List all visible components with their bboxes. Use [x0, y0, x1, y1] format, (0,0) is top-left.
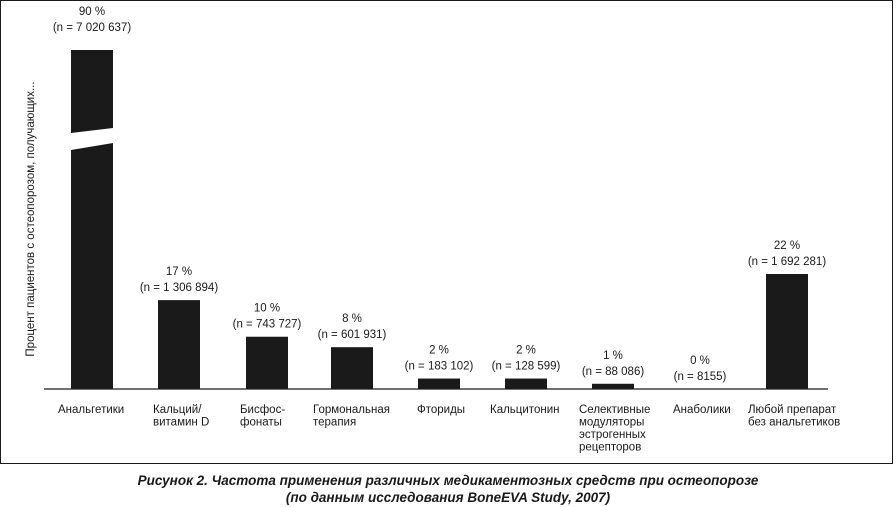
data-label-percent: 90 % — [79, 6, 105, 18]
data-label-percent: 22 % — [774, 240, 800, 252]
category-label: Фториды — [417, 404, 465, 416]
data-label-count: (n = 183 102) — [405, 361, 474, 373]
data-label-percent: 2 % — [429, 345, 449, 357]
category-label-line: терапия — [313, 417, 356, 429]
bar — [592, 383, 634, 389]
bar — [505, 378, 547, 389]
category-label-line: Кальцитонин — [490, 404, 559, 416]
data-label-percent: 2 % — [516, 345, 536, 357]
category-label-line: Фториды — [417, 404, 465, 416]
category-label-line: эстрогенных — [579, 429, 646, 441]
category-label: Анаболики — [673, 404, 731, 416]
data-label-count: (n = 8155) — [674, 371, 727, 383]
category-label-line: Анаболики — [673, 404, 731, 416]
category-label: Любой препарат без анальгетиков — [748, 404, 840, 429]
category-label: Селективные модуляторы эстрогенных рецептор… — [579, 404, 650, 454]
category-label-line: модуляторы — [579, 417, 644, 429]
category-label-line: Бисфос- — [240, 404, 285, 416]
bar — [71, 50, 113, 133]
data-label-percent: 17 % — [166, 266, 192, 278]
data-label-percent: 10 % — [254, 303, 280, 315]
data-label-count: (n = 743 727) — [233, 319, 302, 331]
category-label-line: рецепторов — [579, 442, 641, 454]
bar — [766, 274, 808, 389]
data-label-count: (n = 601 931) — [318, 329, 387, 341]
bar — [158, 300, 200, 389]
category-label: Кальций/витамин D — [153, 404, 209, 429]
category-label: Гормональная терапия — [313, 404, 390, 429]
bar — [246, 336, 288, 389]
bar-lower-segment — [71, 143, 113, 389]
category-label-line: Кальций/ — [153, 404, 202, 416]
category-label: Анальгетики — [58, 404, 124, 416]
data-label-percent: 1 % — [603, 350, 623, 362]
data-label-count: (n = 7 020 637) — [53, 22, 131, 34]
category-label-line: витамин D — [153, 417, 209, 429]
category-label-line: без анальгетиков — [748, 417, 840, 429]
caption-line-1: Рисунок 2. Частота применения различных … — [137, 473, 759, 488]
category-label: Кальцитонин — [490, 404, 559, 416]
category-label-line: Селективные — [579, 404, 650, 416]
y-axis-label: Процент пациентов с остеопорозом, получа… — [25, 81, 37, 356]
bar-chart: Процент пациентов с остеопорозом, получа… — [25, 6, 840, 454]
category-label-line: Анальгетики — [58, 404, 124, 416]
figure-caption: Рисунок 2. Частота применения различных … — [0, 472, 896, 506]
category-label-line: Любой препарат — [748, 404, 837, 416]
bar — [418, 378, 460, 389]
category-label-line: Гормональная — [313, 404, 390, 416]
data-label-count: (n = 1 692 281) — [748, 256, 826, 268]
data-label-count: (n = 1 306 894) — [140, 282, 218, 294]
bar — [331, 347, 373, 389]
data-label-count: (n = 128 599) — [492, 361, 561, 373]
data-label-count: (n = 88 086) — [582, 366, 645, 378]
data-label-percent: 8 % — [342, 313, 362, 325]
category-label-line: фонаты — [240, 417, 282, 429]
data-label-percent: 0 % — [690, 355, 710, 367]
category-label: Бисфос-фонаты — [240, 404, 285, 429]
figure-frame — [0, 0, 893, 464]
caption-line-2: (по данным исследования BoneEVA Study, 2… — [285, 490, 611, 505]
